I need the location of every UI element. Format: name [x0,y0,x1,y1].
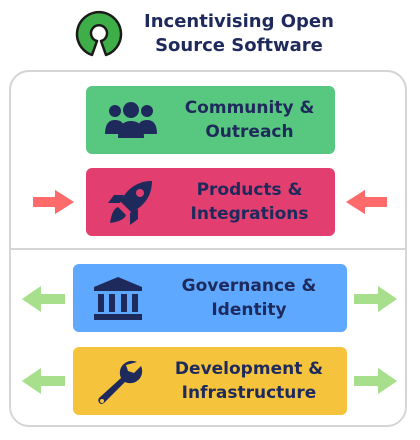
governance-identity-label: Governance & Identity [151,264,347,332]
rocket-icon [96,172,166,232]
community-outreach-label: Community & Outreach [164,86,335,154]
people-icon [96,90,166,150]
products-label-line-1: Products & [196,180,303,200]
title-line-2: Source Software [155,35,323,56]
wrench-icon [85,351,151,411]
inward-arrow-right-icon [343,187,389,217]
open-source-logo-icon [75,10,123,57]
outward-arrow-left-bottom-icon [19,365,67,397]
products-label-line-2: Integrations [190,204,309,224]
development-label-line-1: Development & [174,359,324,379]
development-infrastructure-box: Development & Infrastructure [73,347,347,415]
development-infrastructure-label: Development & Infrastructure [151,347,347,415]
products-integrations-label: Products & Integrations [164,168,335,236]
governance-identity-box: Governance & Identity [73,264,347,332]
institution-icon [85,268,151,328]
outward-arrow-right-top-icon [352,283,400,315]
title-line-1: Incentivising Open [144,11,334,32]
development-label-line-2: Infrastructure [181,383,317,403]
community-label-line-1: Community & [184,98,315,118]
outward-arrow-left-top-icon [19,283,67,315]
governance-label-line-1: Governance & [181,276,317,296]
products-integrations-box: Products & Integrations [86,168,335,236]
section-divider [9,248,407,250]
page-title: Incentivising Open Source Software [126,10,352,58]
community-outreach-box: Community & Outreach [86,86,335,154]
governance-label-line-2: Identity [211,300,287,320]
outward-arrow-right-bottom-icon [352,365,400,397]
inward-arrow-left-icon [31,187,77,217]
community-label-line-2: Outreach [205,122,294,142]
